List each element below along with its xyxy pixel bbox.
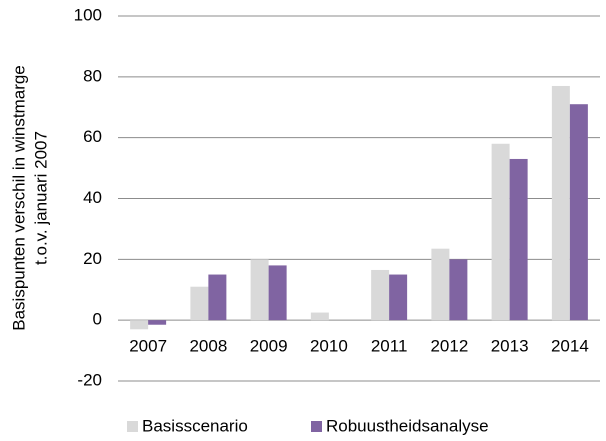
y-tick-label: 0 (93, 310, 102, 329)
x-tick-label: 2010 (310, 337, 348, 356)
bar (431, 248, 450, 321)
bar (310, 312, 329, 321)
y-tick-label: 20 (83, 249, 102, 268)
bar (551, 85, 570, 321)
x-tick-label: 2007 (129, 337, 167, 356)
bar (371, 269, 390, 321)
bar (148, 320, 167, 325)
bar (190, 286, 209, 321)
x-tick-label: 2012 (430, 337, 468, 356)
bar (250, 259, 269, 321)
x-tick-label: 2008 (189, 337, 227, 356)
bar (268, 265, 287, 321)
y-axis-title-line: t.o.v. januari 2007 (31, 131, 50, 265)
legend-swatch (311, 421, 322, 432)
bar (389, 274, 408, 321)
legend-swatch (127, 421, 138, 432)
bar (130, 320, 149, 330)
y-tick-label: 80 (83, 66, 102, 85)
legend-label: Basisscenario (142, 416, 248, 435)
bar (491, 143, 510, 321)
y-tick-label: 60 (83, 127, 102, 146)
y-tick-label: -20 (77, 370, 102, 389)
y-axis-title-line: Basispunten verschil in winstmarge (9, 65, 28, 331)
y-axis-title: Basispunten verschil in winstmarge t.o.v… (9, 65, 50, 331)
x-tick-label: 2011 (371, 337, 408, 356)
bar (208, 274, 227, 321)
y-tick-label: 100 (74, 5, 102, 24)
x-tick-label: 2009 (250, 337, 288, 356)
legend-label: Robuustheidsanalyse (326, 416, 489, 435)
bar (449, 259, 468, 321)
x-tick-label: 2013 (491, 337, 529, 356)
y-tick-label: 40 (83, 188, 102, 207)
bar (509, 158, 528, 321)
x-tick-label: 2014 (551, 337, 589, 356)
bar (569, 104, 588, 321)
